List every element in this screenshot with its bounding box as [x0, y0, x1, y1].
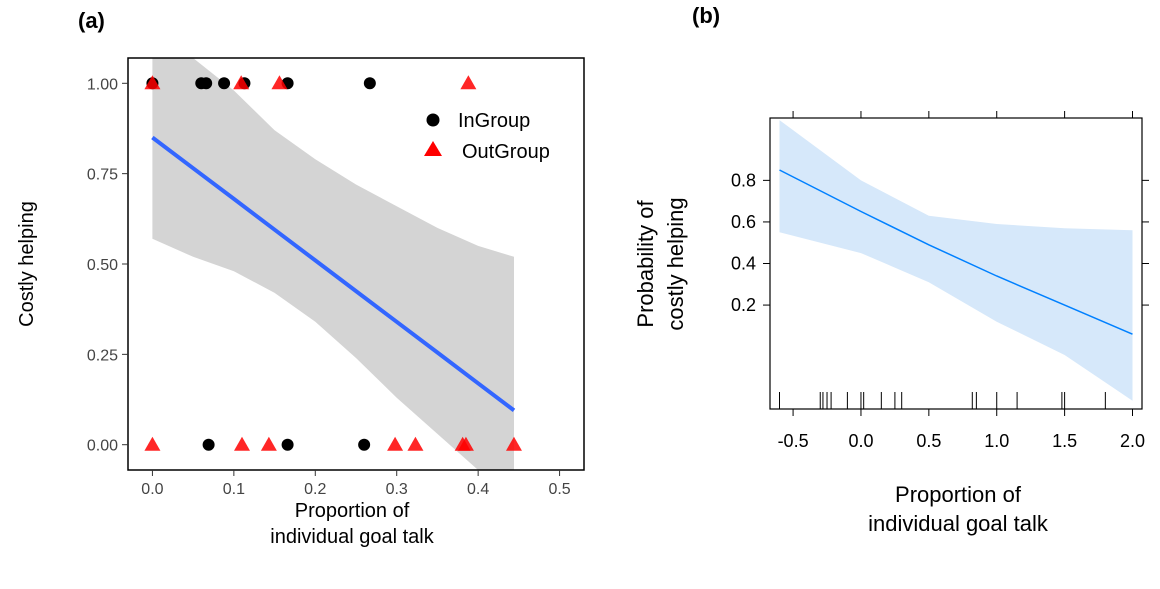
outgroup-point: [407, 436, 424, 451]
panel-b-x-tick-label: 1.5: [1052, 431, 1077, 451]
panel-a-legend: InGroup OutGroup: [424, 110, 550, 163]
outgroup-point: [271, 75, 288, 90]
panel-a-confidence-band-layer: [152, 58, 514, 470]
outgroup-point: [460, 75, 477, 90]
outgroup-point: [144, 75, 161, 90]
panel-b-x-title-line2: individual goal talk: [868, 511, 1049, 536]
panel-b-x-tick-label: -0.5: [778, 431, 809, 451]
panel-b-x-tick-label: 0.5: [916, 431, 941, 451]
panel-a-y-tick-label: 0.50: [87, 257, 118, 274]
panel-b-x-title-line1: Proportion of: [895, 482, 1022, 507]
ingroup-point: [218, 77, 231, 90]
panel-b-x-tick-label: 0.0: [848, 431, 873, 451]
panel-b-y-tick-label: 0.6: [731, 212, 756, 232]
outgroup-point: [234, 436, 250, 451]
panel-b-y-tick-label: 0.2: [731, 295, 756, 315]
panel-a-points-layer: [144, 75, 522, 451]
panel-b-y-tick-label: 0.8: [731, 170, 756, 190]
ingroup-point: [358, 438, 371, 451]
ingroup-point: [200, 77, 213, 90]
panel-b-rug-layer: [779, 392, 1106, 409]
panel-b-x-tick-label: 2.0: [1120, 431, 1145, 451]
panel-a-fit-line-layer: [151, 135, 516, 412]
panel-a-fit-line: [151, 135, 516, 412]
panel-b-fit-line-layer: [779, 169, 1133, 335]
panel-a-x-title-line2: individual goal talk: [270, 526, 434, 548]
panel-a-y-tick-label: 0.25: [87, 347, 118, 364]
panel-b-y-tick-label: 0.4: [731, 254, 756, 274]
panel-b-y-title-line1: Probability of: [633, 200, 658, 328]
panel-a-x-tick-label: 0.0: [141, 481, 163, 498]
legend-outgroup-label: OutGroup: [462, 141, 550, 163]
panel-b: (b) -0.5 0.0 0.5 1.0 1.5 2.0 0.2 0.4 0.6 0.8 Pro…: [633, 3, 1149, 536]
panel-a-y-tick-label: 1.00: [87, 76, 118, 93]
panel-a-label: (a): [78, 8, 105, 33]
panel-a-y-title: Costly helping: [16, 201, 38, 327]
outgroup-point: [233, 75, 250, 90]
panel-b-y-title-line2: costly helping: [663, 197, 688, 330]
ingroup-point: [363, 77, 376, 90]
outgroup-point: [387, 436, 404, 451]
panel-b-confidence-band: [779, 120, 1133, 401]
panel-a-y-axis: 0.00 0.25 0.50 0.75 1.00: [87, 76, 128, 455]
panel-a-x-title-line1: Proportion of: [295, 500, 410, 522]
panel-b-x-axis: -0.5 0.0 0.5 1.0 1.5 2.0: [778, 111, 1145, 451]
panel-b-x-tick-label: 1.0: [984, 431, 1009, 451]
panel-a-x-axis: 0.0 0.1 0.2 0.3 0.4 0.5: [141, 470, 571, 498]
ingroup-point: [281, 438, 294, 451]
panel-a-x-tick-label: 0.3: [386, 481, 408, 498]
panel-a-x-tick-label: 0.2: [304, 481, 326, 498]
ingroup-point: [202, 438, 215, 451]
panel-a-x-tick-label: 0.1: [223, 481, 245, 498]
panel-a: (a) 0.0 0.1 0.2 0.3 0.4 0.5 0.00 0.25 0.50 0.75 1…: [16, 8, 585, 548]
panel-b-y-axis: 0.2 0.4 0.6 0.8: [731, 170, 1149, 315]
legend-ingroup-label: InGroup: [458, 110, 530, 132]
outgroup-point: [457, 436, 474, 451]
panel-a-y-tick-label: 0.75: [87, 167, 118, 184]
panel-a-confidence-band: [152, 58, 514, 470]
outgroup-point: [505, 436, 522, 451]
panel-a-x-tick-label: 0.5: [548, 481, 570, 498]
panel-b-confidence-band-layer: [779, 120, 1133, 401]
panel-b-fit-line: [779, 169, 1133, 335]
outgroup-point: [144, 436, 161, 451]
panel-b-label: (b): [692, 3, 720, 28]
panel-a-y-tick-label: 0.00: [87, 438, 118, 455]
legend-outgroup-marker: [424, 141, 442, 156]
legend-ingroup-marker: [426, 113, 440, 127]
panel-a-x-tick-label: 0.4: [467, 481, 489, 498]
outgroup-point: [260, 436, 277, 451]
